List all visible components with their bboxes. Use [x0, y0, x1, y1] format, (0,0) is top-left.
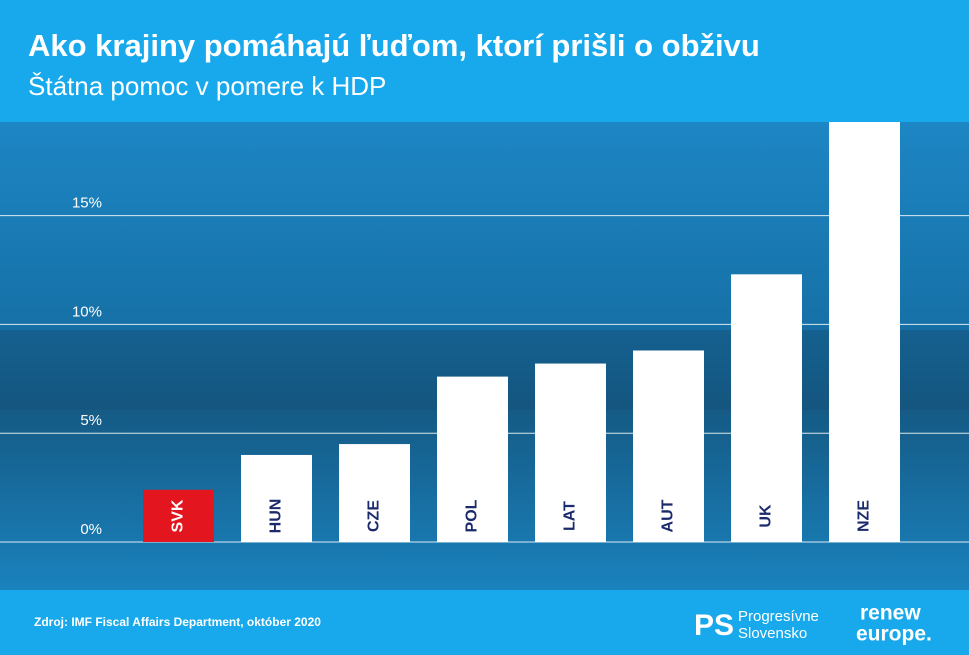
category-label: UK	[758, 504, 775, 528]
header-band	[0, 0, 969, 122]
bar	[437, 376, 508, 542]
bar	[339, 444, 410, 542]
category-label: SVK	[170, 499, 187, 532]
y-tick-label: 0%	[80, 521, 102, 538]
category-label: CZE	[366, 500, 383, 532]
bar	[241, 454, 312, 542]
category-label: AUT	[660, 499, 677, 532]
category-label: HUN	[268, 499, 285, 534]
renew-logo: renew	[860, 602, 921, 625]
bar	[829, 122, 900, 542]
y-tick-label: 10%	[72, 303, 102, 320]
footer-band	[0, 590, 969, 655]
bar	[731, 274, 802, 542]
category-label: POL	[464, 499, 481, 532]
bar	[535, 363, 606, 542]
category-label: LAT	[562, 501, 579, 531]
y-tick-label: 15%	[72, 195, 102, 212]
brand-name: Progresívne	[738, 608, 819, 625]
source: Zdroj: IMF Fiscal Affairs Department, ok…	[34, 615, 321, 629]
bar	[633, 350, 704, 542]
y-tick-label: 5%	[80, 412, 102, 429]
ps-logo: PS	[694, 609, 734, 642]
renew-logo: europe.	[856, 623, 932, 646]
category-label: NZE	[856, 500, 873, 532]
chart-title: Ako krajiny pomáhajú ľuďom, ktorí prišli…	[28, 28, 760, 63]
bar	[143, 489, 214, 542]
chart-subtitle: Štátna pomoc v pomere k HDP	[28, 71, 386, 101]
brand-name: Slovensko	[738, 625, 807, 642]
